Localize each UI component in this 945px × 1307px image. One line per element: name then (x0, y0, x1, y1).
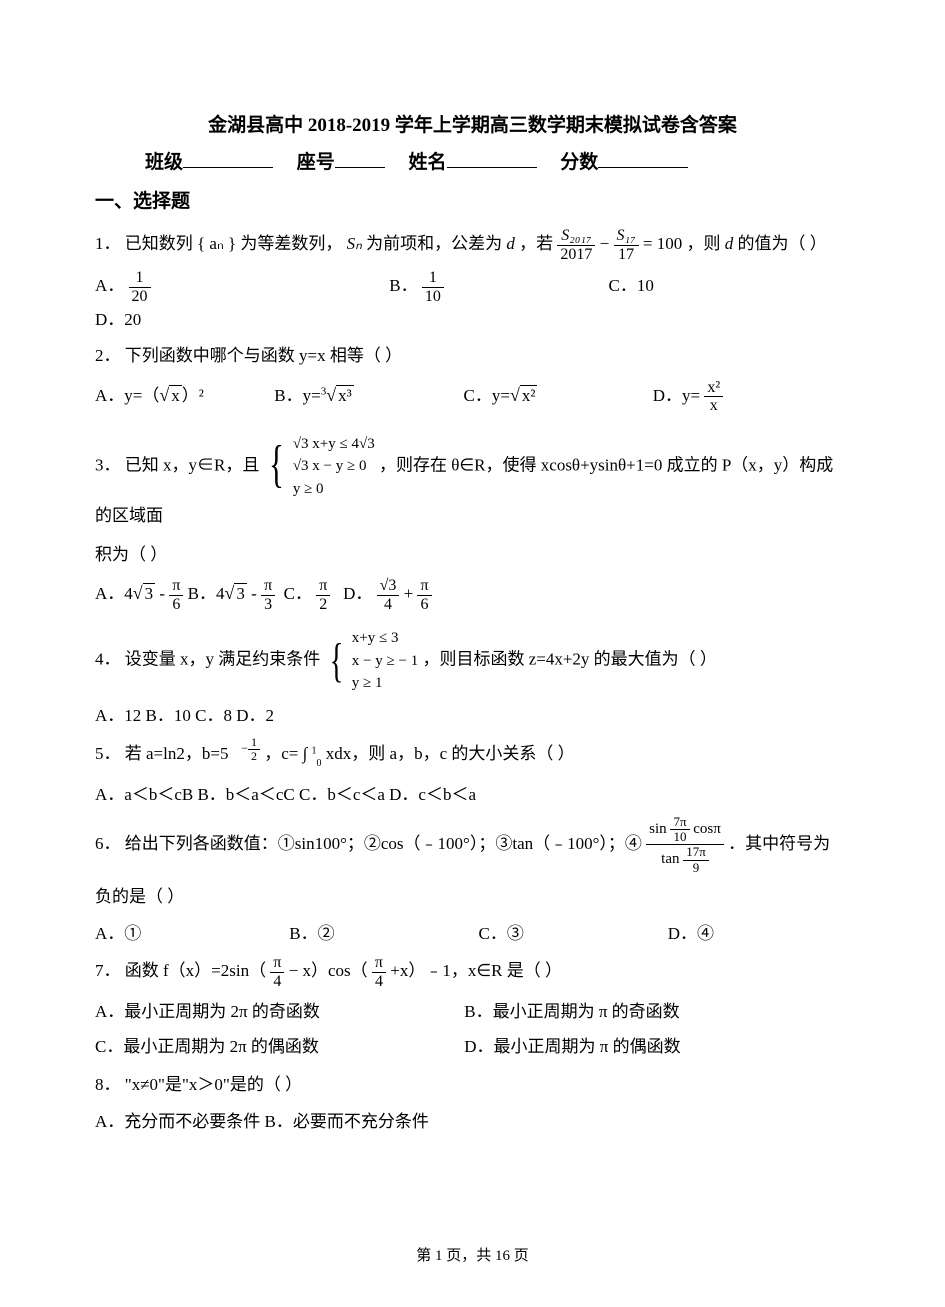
info-row: 班级 座号 姓名 分数 (95, 147, 850, 174)
page-footer: 第 1 页，共 16 页 (0, 1244, 945, 1265)
class-label: 班级 (145, 152, 183, 173)
question-8: 8． "x≠0"是"x＞0"是的（ ） (95, 1069, 850, 1101)
question-2: 2． 下列函数中哪个与函数 y=x 相等（ ） (95, 340, 850, 372)
q6-options: A．① B．② C．③ D．④ (95, 919, 850, 944)
q4-options: A．12 B．10 C．8 D．2 (95, 701, 850, 726)
q1-options: A． 120 B． 110 C．10 D．20 (95, 269, 850, 330)
q7-options-row2: C．最小正周期为 2π 的偶函数 D．最小正周期为 π 的偶函数 (95, 1032, 850, 1057)
score-label: 分数 (560, 152, 598, 173)
question-5: 5． 若 a=ln2，b=5 −12 ，c= ∫ 10 xdx，则 a，b，c … (95, 736, 850, 774)
q5-options: A．a＜b＜cB B．b＜a＜cC C．b＜c＜a D．c＜b＜a (95, 780, 850, 805)
question-1: 1． 已知数列 { aₙ } 为等差数列， Sₙ 为前项和，公差为 d ，若 S… (95, 227, 850, 263)
question-4: 4． 设变量 x，y 满足约束条件 { x+y ≤ 3 x − y ≥ − 1 … (95, 627, 850, 695)
question-7: 7． 函数 f（x）=2sin（ π4 − x）cos（ π4 +x）﹣1，x∈… (95, 954, 850, 990)
q2-options: A．y=（√x）² B．y=3√x³ C．y=√x² D．y= x²x (95, 379, 850, 415)
page-title: 金湖县高中 2018-2019 学年上学期高三数学期末模拟试卷含答案 (95, 110, 850, 137)
seat-label: 座号 (297, 152, 335, 173)
section-heading: 一、选择题 (95, 186, 850, 213)
q6-tail: 负的是（ ） (95, 881, 850, 913)
q8-options: A．充分而不必要条件 B．必要而不充分条件 (95, 1107, 850, 1132)
q3-options: A．4√3 - π6 B．4√3 - π3 C． π2 D． √34 + π6 (95, 577, 850, 613)
question-3: 3． 已知 x，y∈R，且 { √3 x+y ≤ 4√3 √3 x − y ≥ … (95, 433, 850, 533)
q3-tail: 积为（ ） (95, 539, 850, 571)
question-6: 6． 给出下列各函数值：①sin100°；②cos（﹣100°）；③tan（﹣1… (95, 815, 850, 875)
name-label: 姓名 (409, 152, 447, 173)
q7-options-row1: A．最小正周期为 2π 的奇函数 B．最小正周期为 π 的奇函数 (95, 997, 850, 1022)
